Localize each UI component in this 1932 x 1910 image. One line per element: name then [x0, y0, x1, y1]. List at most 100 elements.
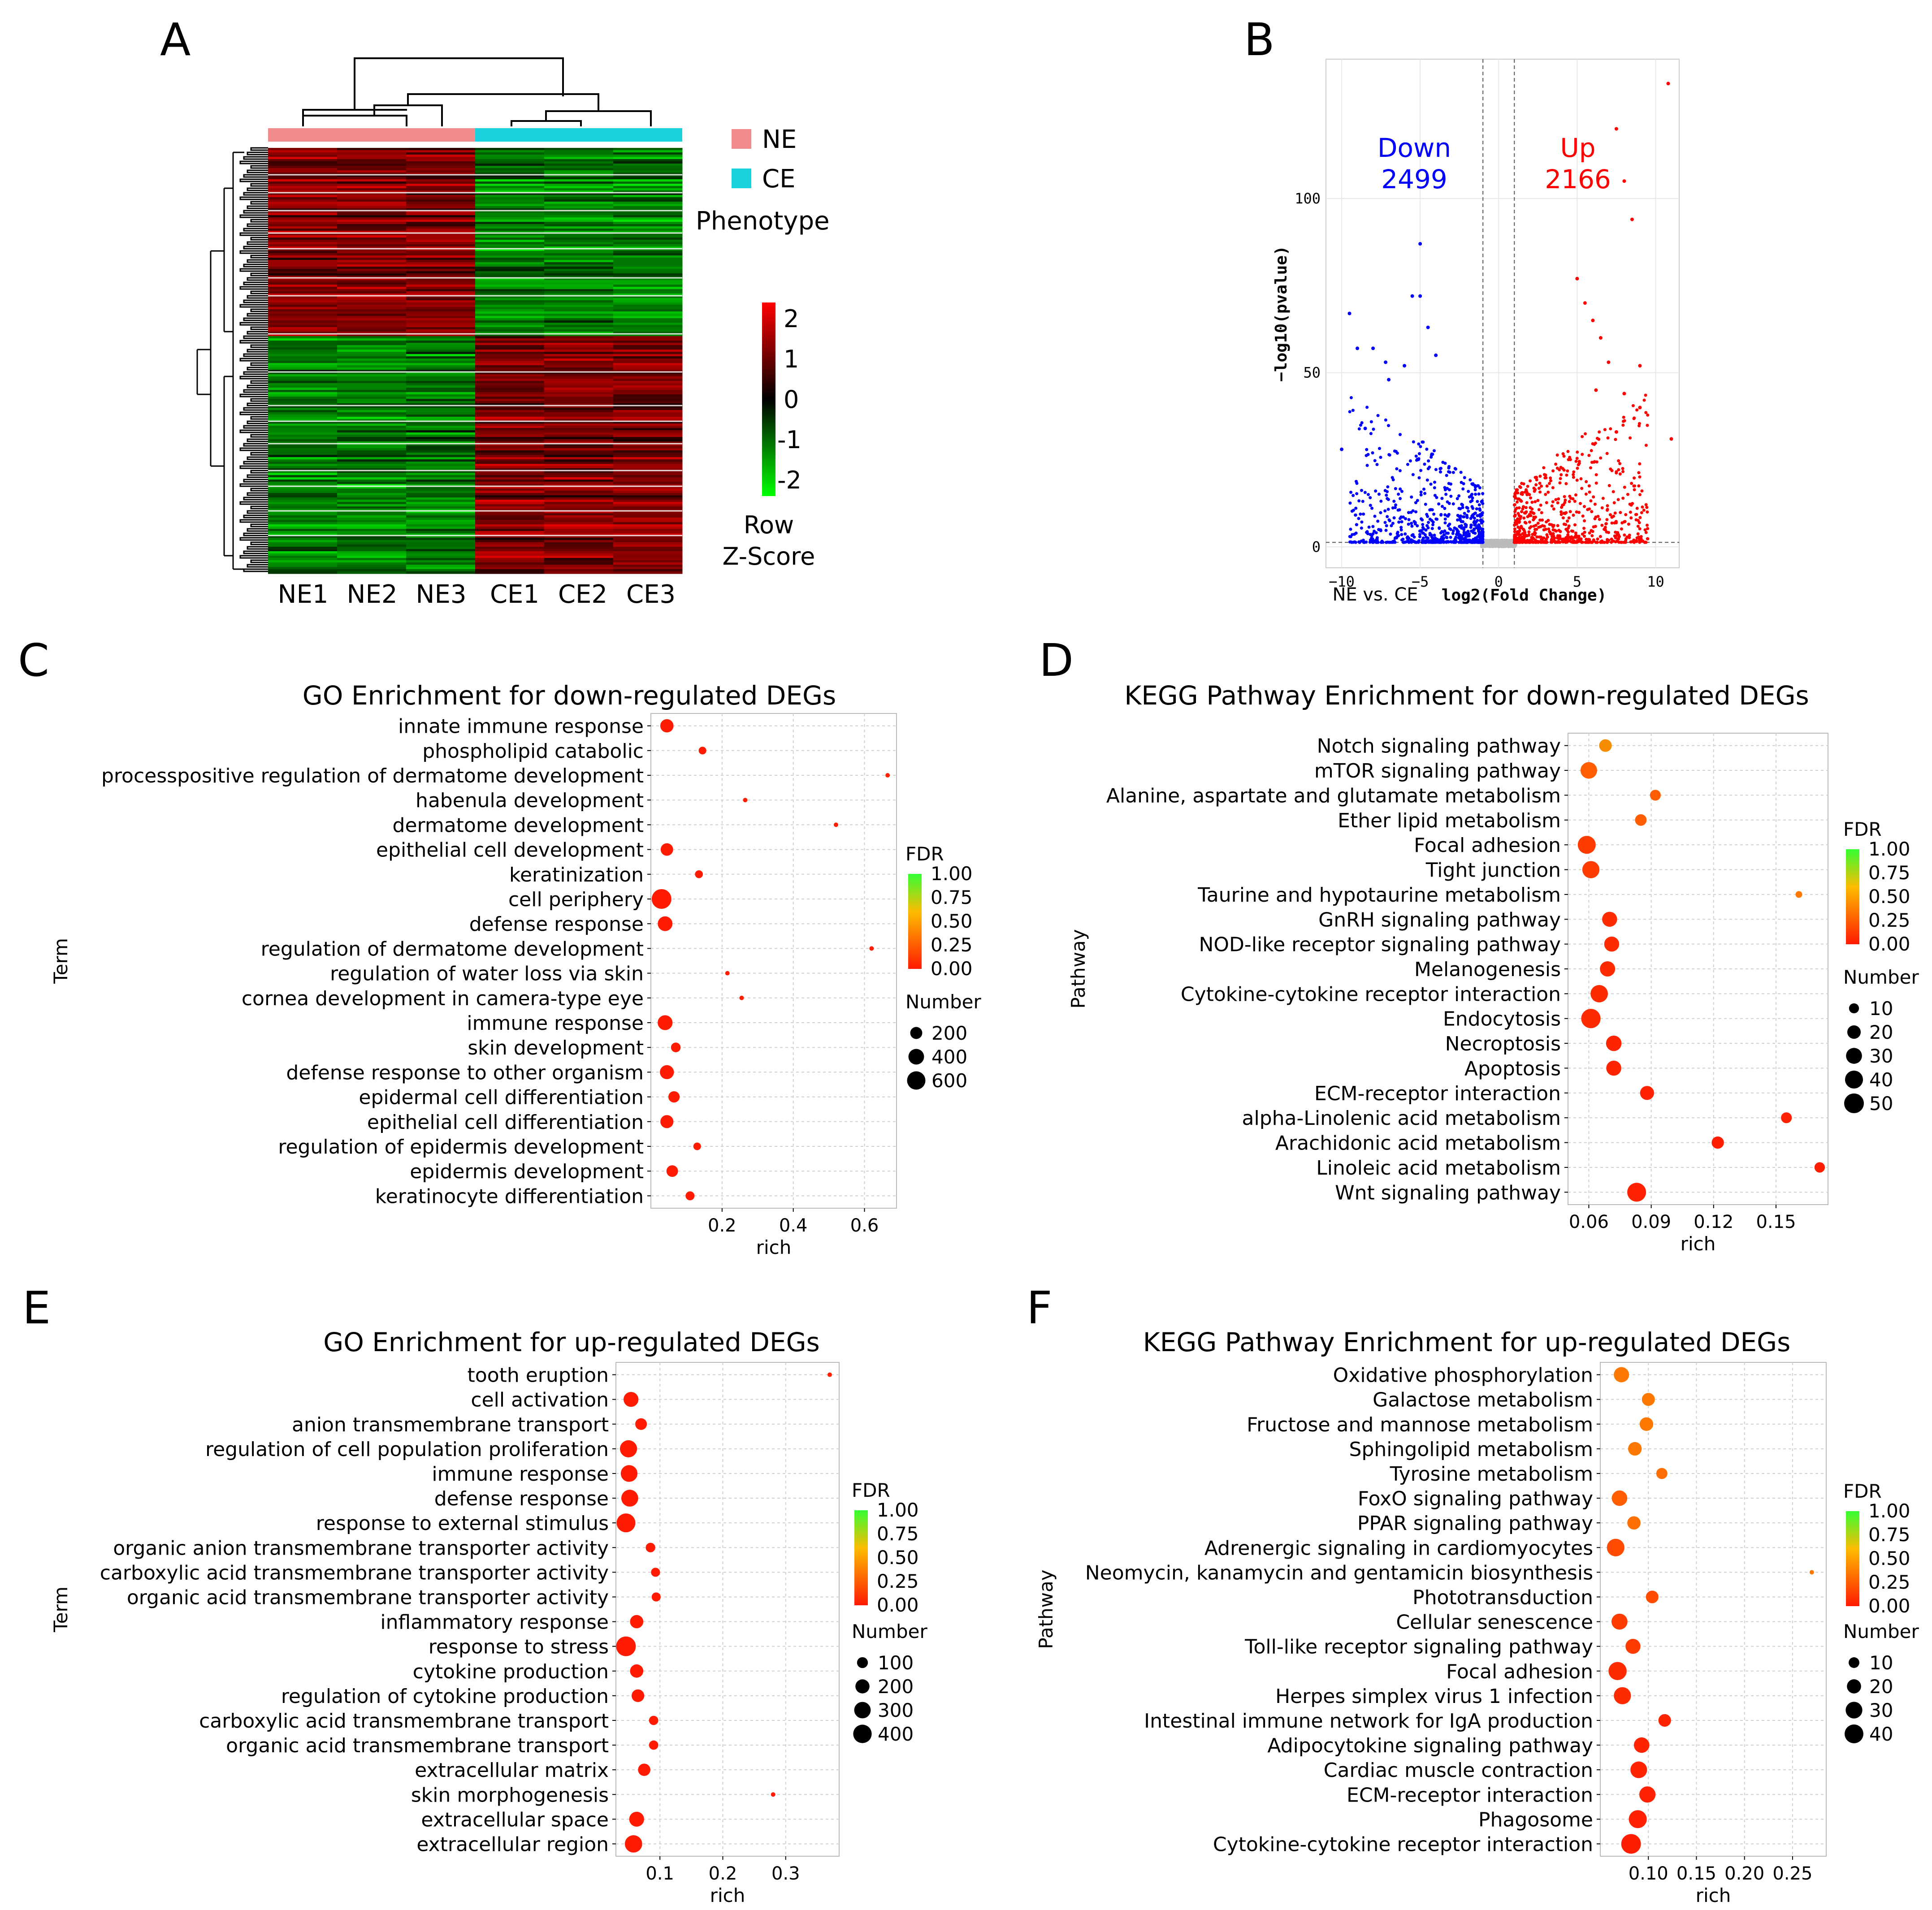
term-label: immune response: [467, 1012, 644, 1035]
volcano-point-down: [1451, 502, 1455, 506]
heatmap-cell: [268, 488, 338, 491]
volcano-point-up: [1588, 531, 1591, 535]
volcano-point-up: [1603, 527, 1606, 531]
heatmap-cell: [337, 538, 407, 540]
volcano-point-ns: [1500, 539, 1503, 542]
volcano-point-up: [1640, 489, 1644, 493]
heatmap-cell: [475, 350, 545, 352]
volcano-point-ns: [1507, 545, 1511, 548]
heatmap-cell: [613, 206, 683, 209]
heatmap-cell: [544, 224, 614, 227]
term-label: processpositive regulation of dermatome …: [101, 765, 644, 787]
volcano-point-down: [1477, 523, 1481, 527]
heatmap-cell: [544, 484, 614, 487]
heatmap-cell: [406, 374, 476, 377]
term-label: skin development: [468, 1037, 644, 1059]
volcano-point-up: [1630, 540, 1633, 544]
volcano-point-up: [1568, 500, 1571, 503]
heatmap-cell: [268, 170, 338, 173]
heatmap-cell: [475, 504, 545, 507]
heatmap-cell: [337, 215, 407, 218]
bubble-point: [1604, 936, 1620, 952]
volcano-point-down: [1481, 530, 1485, 533]
heatmap-cell: [613, 161, 683, 164]
volcano-point-down: [1419, 469, 1423, 472]
heatmap-cell: [337, 204, 407, 207]
volcano-point-down: [1449, 494, 1453, 498]
heatmap-cell: [268, 258, 338, 260]
volcano-point-up: [1514, 490, 1518, 494]
heatmap-cell: [613, 464, 683, 467]
heatmap-cell: [268, 318, 338, 321]
heatmap-cell: [613, 260, 683, 263]
volcano-point-up: [1631, 404, 1635, 407]
heatmap-cell: [613, 549, 683, 552]
heatmap-cell: [406, 486, 476, 489]
volcano-point-down: [1422, 487, 1426, 491]
heatmap-cell: [475, 502, 545, 505]
heatmap-cell: [406, 253, 476, 256]
heatmap-cell: [544, 430, 614, 433]
volcano-point-down: [1427, 459, 1430, 462]
heatmap-cell: [475, 399, 545, 402]
fdr-legend-title: FDR: [852, 1479, 890, 1501]
heatmap-cell: [475, 455, 545, 458]
heatmap-cell: [613, 350, 683, 352]
heatmap-cell: [613, 166, 683, 169]
volcano-point-up: [1556, 501, 1559, 505]
volcano-point-up: [1518, 517, 1521, 521]
heatmap-cell: [268, 262, 338, 265]
heatmap-cell: [406, 170, 476, 173]
term-label: epidermis development: [410, 1160, 644, 1183]
volcano-point-up: [1613, 511, 1617, 515]
heatmap-cell: [268, 533, 338, 536]
bubble-point: [1814, 1162, 1825, 1173]
heatmap-cell: [613, 242, 683, 245]
bubble-point: [693, 1142, 701, 1150]
heatmap-cell: [337, 211, 407, 213]
heatmap-cell: [475, 258, 545, 260]
heatmap-cell: [268, 186, 338, 189]
heatmap-cell: [613, 278, 683, 281]
volcano-point-down: [1464, 523, 1468, 527]
heatmap-cell: [406, 188, 476, 191]
heatmap-cell: [337, 352, 407, 354]
heatmap-cell: [337, 549, 407, 552]
volcano-point-up: [1517, 514, 1521, 518]
volcano-point-down: [1466, 534, 1469, 537]
heatmap-cell: [337, 280, 407, 283]
volcano-point-down: [1425, 513, 1429, 516]
heatmap-cell: [406, 569, 476, 572]
heatmap-cell: [406, 446, 476, 449]
volcano-point-up: [1582, 527, 1586, 530]
term-label: Intestinal immune network for IgA produc…: [1144, 1710, 1593, 1733]
heatmap-cell: [337, 462, 407, 464]
heatmap-cell: [337, 273, 407, 276]
heatmap-cell: [406, 493, 476, 496]
heatmap-cell: [337, 529, 407, 532]
heatmap-cell: [337, 327, 407, 330]
heatmap-cell: [544, 213, 614, 216]
heatmap-cell: [475, 289, 545, 292]
bubble-point: [651, 1592, 661, 1602]
heatmap-cell: [613, 482, 683, 484]
heatmap-cell: [613, 457, 683, 460]
heatmap-cell: [268, 253, 338, 256]
volcano-point-up: [1617, 468, 1620, 471]
heatmap-cell: [337, 341, 407, 343]
heatmap-cell: [406, 506, 476, 509]
volcano-point-down: [1433, 533, 1436, 537]
heatmap-cell: [544, 161, 614, 164]
volcano-point-down: [1406, 462, 1409, 466]
heatmap-cell: [268, 477, 338, 480]
heatmap-cell: [613, 374, 683, 377]
number-legend-dot: [1845, 1070, 1863, 1089]
heatmap-cell: [337, 394, 407, 397]
heatmap-cell: [544, 556, 614, 558]
heatmap-cell: [406, 381, 476, 384]
heatmap-cell: [337, 448, 407, 451]
volcano-point-down: [1454, 467, 1457, 471]
volcano-point-up: [1514, 540, 1518, 544]
heatmap-cell: [544, 361, 614, 363]
volcano-point-down: [1477, 540, 1481, 543]
